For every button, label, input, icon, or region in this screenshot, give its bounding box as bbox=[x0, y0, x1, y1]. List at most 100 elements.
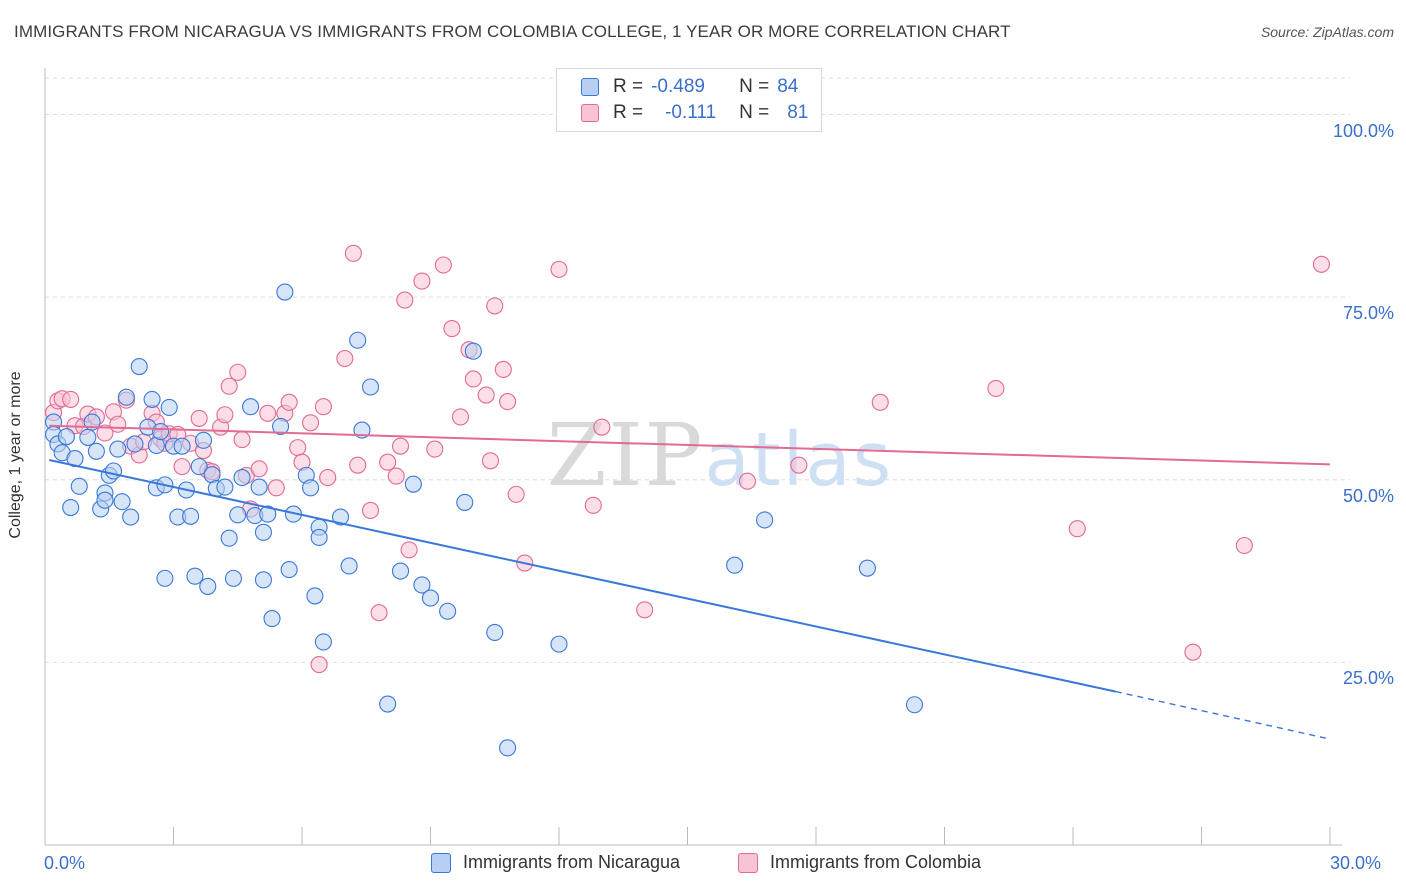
legend-r-label: R = bbox=[613, 76, 644, 97]
legend-r-value: -0.489 bbox=[651, 76, 705, 97]
point-colombia bbox=[361, 501, 380, 519]
point-colombia bbox=[190, 409, 208, 427]
y-axis-label: College, 1 year or more bbox=[7, 371, 24, 539]
point-nicaragua bbox=[117, 388, 135, 406]
point-nicaragua bbox=[314, 633, 332, 651]
y-tick-label: 50.0% bbox=[1342, 485, 1394, 506]
point-nicaragua bbox=[340, 557, 358, 575]
point-colombia bbox=[443, 320, 461, 338]
point-nicaragua bbox=[109, 440, 127, 458]
point-colombia bbox=[173, 458, 191, 476]
point-nicaragua bbox=[421, 589, 440, 607]
point-colombia bbox=[62, 390, 80, 408]
point-colombia bbox=[636, 601, 654, 619]
axes bbox=[44, 68, 1342, 846]
point-nicaragua bbox=[726, 556, 744, 574]
point-colombia bbox=[1068, 520, 1086, 538]
point-nicaragua bbox=[224, 569, 243, 587]
point-nicaragua bbox=[216, 478, 234, 496]
point-colombia bbox=[250, 460, 268, 478]
point-colombia bbox=[391, 437, 410, 455]
point-colombia bbox=[387, 467, 405, 485]
point-colombia bbox=[486, 297, 504, 315]
legend-item-colombia[interactable]: Immigrants from Colombia bbox=[738, 852, 981, 873]
point-nicaragua bbox=[233, 469, 251, 487]
point-colombia bbox=[790, 456, 808, 474]
point-nicaragua bbox=[130, 357, 148, 376]
point-nicaragua bbox=[62, 498, 80, 517]
point-nicaragua bbox=[331, 508, 350, 526]
point-colombia bbox=[464, 370, 482, 388]
point-colombia bbox=[477, 386, 495, 404]
legend-n-value: 81 bbox=[787, 102, 809, 123]
point-nicaragua bbox=[57, 428, 75, 446]
point-nicaragua bbox=[259, 505, 277, 523]
point-nicaragua bbox=[499, 739, 517, 757]
point-colombia bbox=[494, 360, 512, 379]
point-colombia bbox=[426, 440, 444, 458]
point-colombia bbox=[109, 415, 127, 433]
legend-row-nicaragua: R = -0.489 N = 84 bbox=[581, 75, 798, 99]
legend-item-nicaragua[interactable]: Immigrants from Nicaragua bbox=[431, 852, 680, 873]
point-nicaragua bbox=[199, 577, 217, 595]
point-nicaragua bbox=[96, 491, 114, 509]
point-colombia bbox=[319, 469, 337, 487]
point-nicaragua bbox=[113, 493, 131, 511]
point-nicaragua bbox=[220, 529, 238, 547]
watermark: ZIPatlas bbox=[547, 406, 893, 506]
point-nicaragua bbox=[250, 478, 268, 496]
point-colombia bbox=[738, 472, 757, 490]
point-nicaragua bbox=[306, 587, 324, 605]
point-colombia bbox=[280, 393, 298, 411]
point-nicaragua bbox=[182, 507, 200, 525]
point-nicaragua bbox=[160, 398, 178, 416]
y-tick-label: 25.0% bbox=[1342, 668, 1394, 689]
point-colombia bbox=[314, 398, 332, 416]
point-nicaragua bbox=[242, 398, 260, 416]
point-colombia bbox=[481, 452, 500, 470]
legend-swatch-colombia bbox=[581, 104, 599, 122]
point-colombia bbox=[987, 379, 1005, 398]
point-colombia bbox=[1312, 255, 1330, 273]
point-colombia bbox=[451, 408, 470, 426]
legend-label-colombia: Immigrants from Colombia bbox=[770, 852, 982, 872]
point-colombia bbox=[871, 393, 889, 411]
point-nicaragua bbox=[186, 567, 204, 585]
point-colombia bbox=[220, 377, 238, 395]
point-nicaragua bbox=[349, 331, 367, 349]
point-colombia bbox=[396, 291, 414, 309]
point-nicaragua bbox=[456, 493, 474, 511]
point-colombia bbox=[1235, 536, 1253, 555]
legend-r-value: -0.111 bbox=[665, 102, 717, 123]
point-nicaragua bbox=[550, 635, 568, 653]
point-nicaragua bbox=[439, 602, 457, 620]
point-colombia bbox=[379, 453, 397, 471]
correlation-legend: R = -0.489 N = 84 R = -0.111 N = 81 bbox=[556, 68, 822, 132]
trend-lines bbox=[49, 424, 1331, 740]
point-colombia bbox=[229, 363, 247, 381]
point-colombia bbox=[310, 656, 328, 674]
point-nicaragua bbox=[486, 623, 504, 641]
point-nicaragua bbox=[276, 283, 294, 301]
point-nicaragua bbox=[122, 508, 140, 526]
point-nicaragua bbox=[190, 458, 208, 476]
point-nicaragua bbox=[361, 378, 380, 396]
x-tick-label-min: 0.0% bbox=[44, 853, 86, 873]
point-nicaragua bbox=[280, 561, 298, 579]
point-colombia bbox=[336, 349, 354, 368]
trend-line-nicaragua bbox=[49, 459, 1117, 693]
point-nicaragua bbox=[302, 479, 320, 497]
point-nicaragua bbox=[413, 576, 431, 594]
point-nicaragua bbox=[391, 562, 410, 580]
point-nicaragua bbox=[756, 511, 774, 529]
point-nicaragua bbox=[194, 431, 213, 449]
point-colombia bbox=[550, 260, 568, 278]
legend-n-label: N = bbox=[739, 102, 770, 123]
legend-label-nicaragua: Immigrants from Nicaragua bbox=[463, 852, 681, 872]
point-nicaragua bbox=[404, 475, 422, 493]
series-nicaragua-points bbox=[45, 283, 924, 757]
watermark-zip: ZIP bbox=[547, 406, 705, 506]
point-nicaragua bbox=[87, 442, 105, 460]
point-nicaragua bbox=[143, 390, 161, 408]
